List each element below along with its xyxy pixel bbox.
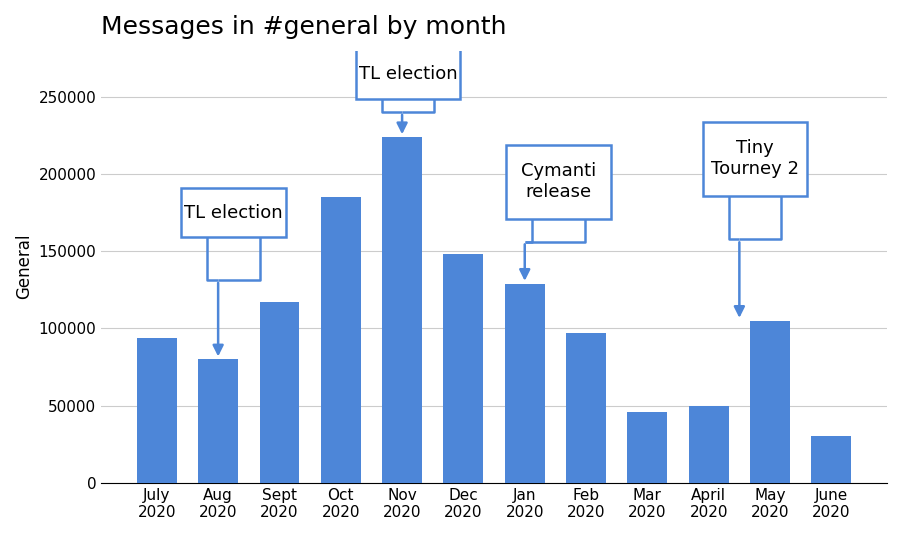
FancyBboxPatch shape	[703, 121, 806, 196]
Bar	[689, 406, 729, 483]
Bar	[321, 197, 361, 483]
Text: TL election: TL election	[184, 204, 283, 221]
Text: Tiny
Tourney 2: Tiny Tourney 2	[711, 139, 798, 178]
Text: TL election: TL election	[359, 65, 457, 83]
FancyBboxPatch shape	[356, 49, 460, 98]
Bar	[812, 437, 851, 483]
Bar	[260, 302, 299, 483]
Bar	[628, 412, 667, 483]
Bar	[444, 254, 483, 483]
Bar	[198, 360, 238, 483]
Y-axis label: General: General	[15, 234, 33, 300]
Text: Messages in #general by month: Messages in #general by month	[101, 15, 507, 39]
Bar	[382, 137, 422, 483]
FancyBboxPatch shape	[181, 188, 286, 238]
Bar	[750, 320, 790, 483]
Text: Cymanti
release: Cymanti release	[520, 163, 596, 201]
Bar	[137, 338, 177, 483]
Bar	[505, 284, 545, 483]
Bar	[566, 333, 606, 483]
FancyBboxPatch shape	[506, 145, 611, 219]
